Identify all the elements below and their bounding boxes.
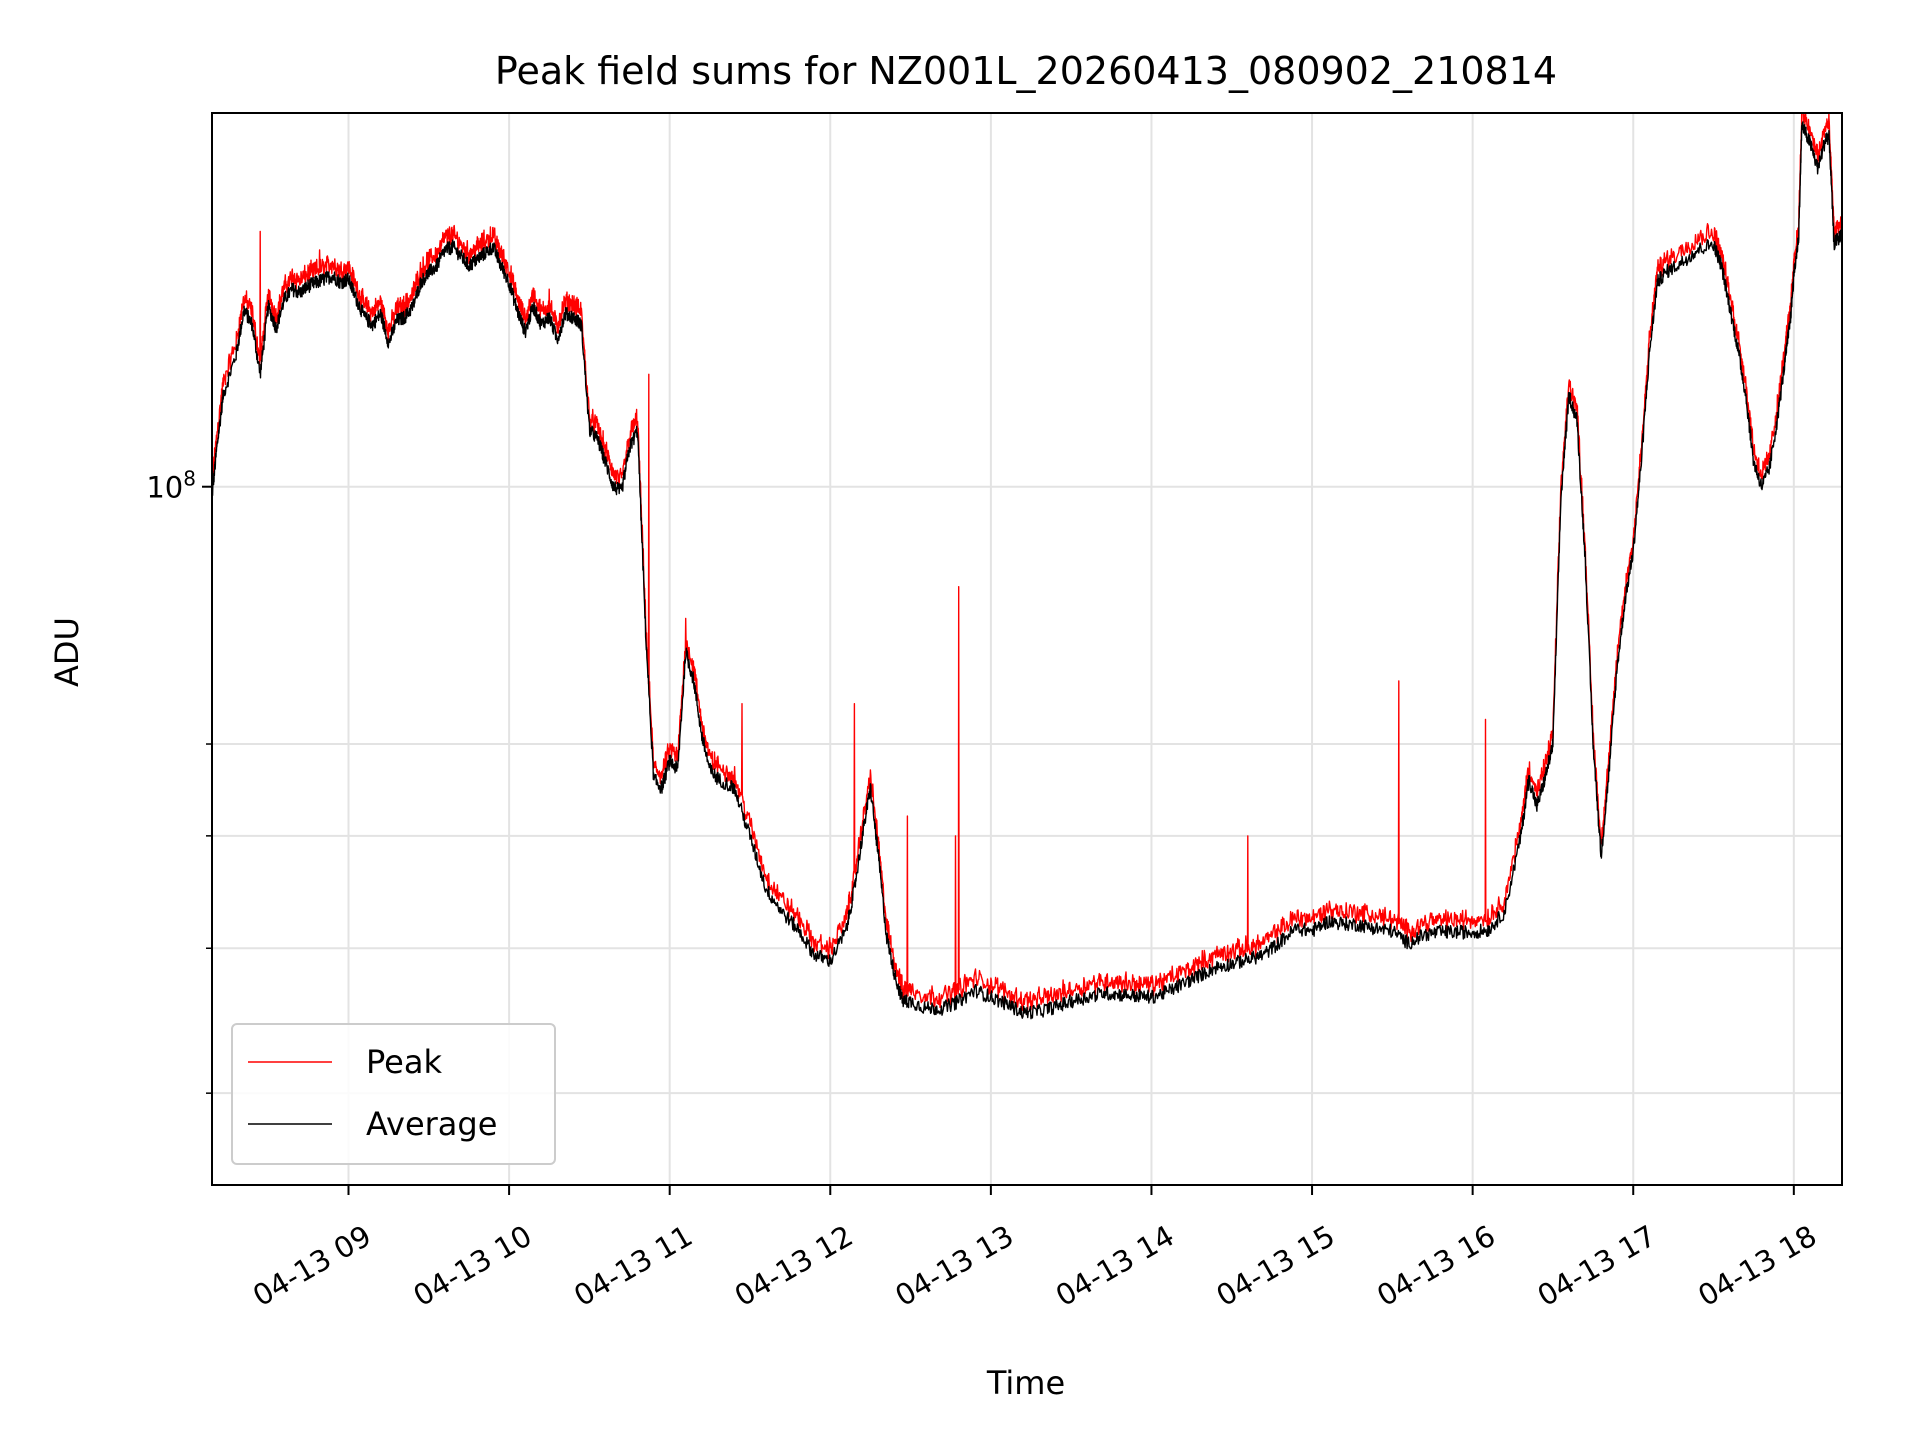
plot-frame — [211, 112, 1843, 1186]
x-axis-label: Time — [986, 1364, 1065, 1402]
legend-label-average: Average — [366, 1105, 497, 1143]
legend-label-peak: Peak — [366, 1043, 442, 1081]
chart-title: Peak field sums for NZ001L_20260413_0809… — [495, 49, 1557, 93]
y-axis: 108 — [146, 467, 212, 1094]
legend: Peak Average — [231, 1023, 556, 1165]
y-axis-label: ADU — [48, 617, 86, 687]
legend-box — [231, 1023, 556, 1165]
plot-series-group — [212, 113, 1842, 1020]
series-line-average — [212, 121, 1842, 1020]
y-tick-label: 108 — [146, 467, 196, 505]
